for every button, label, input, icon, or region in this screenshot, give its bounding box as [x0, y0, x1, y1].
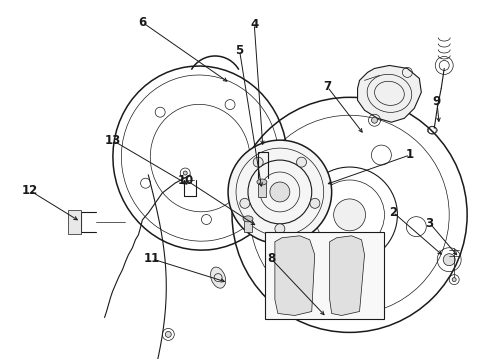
Text: 11: 11: [143, 252, 160, 265]
Text: 7: 7: [323, 80, 331, 93]
Ellipse shape: [256, 179, 266, 185]
Text: 6: 6: [138, 16, 146, 29]
Text: 2: 2: [388, 206, 396, 219]
Text: 10: 10: [178, 174, 194, 186]
Circle shape: [333, 199, 365, 231]
Text: 3: 3: [425, 216, 433, 230]
Circle shape: [309, 198, 319, 208]
Bar: [244, 220, 251, 232]
Text: 4: 4: [249, 18, 258, 31]
Text: 1: 1: [405, 148, 413, 161]
Bar: [264, 232, 384, 319]
Polygon shape: [274, 236, 314, 315]
Text: 13: 13: [104, 134, 121, 147]
Circle shape: [274, 224, 285, 234]
Polygon shape: [67, 210, 81, 234]
Bar: [258, 183, 265, 197]
Circle shape: [371, 117, 377, 123]
Circle shape: [253, 157, 263, 167]
Circle shape: [165, 332, 171, 337]
Ellipse shape: [243, 216, 252, 222]
Circle shape: [269, 182, 289, 202]
Circle shape: [296, 157, 306, 167]
Polygon shape: [357, 66, 421, 122]
Circle shape: [451, 278, 455, 282]
Text: 8: 8: [266, 252, 275, 265]
Ellipse shape: [210, 267, 225, 288]
Text: 12: 12: [22, 184, 38, 197]
Circle shape: [183, 171, 187, 175]
Circle shape: [442, 254, 454, 266]
Text: 9: 9: [432, 95, 440, 108]
Circle shape: [239, 198, 249, 208]
Polygon shape: [329, 236, 364, 315]
Circle shape: [227, 140, 331, 244]
Text: 5: 5: [235, 44, 243, 57]
